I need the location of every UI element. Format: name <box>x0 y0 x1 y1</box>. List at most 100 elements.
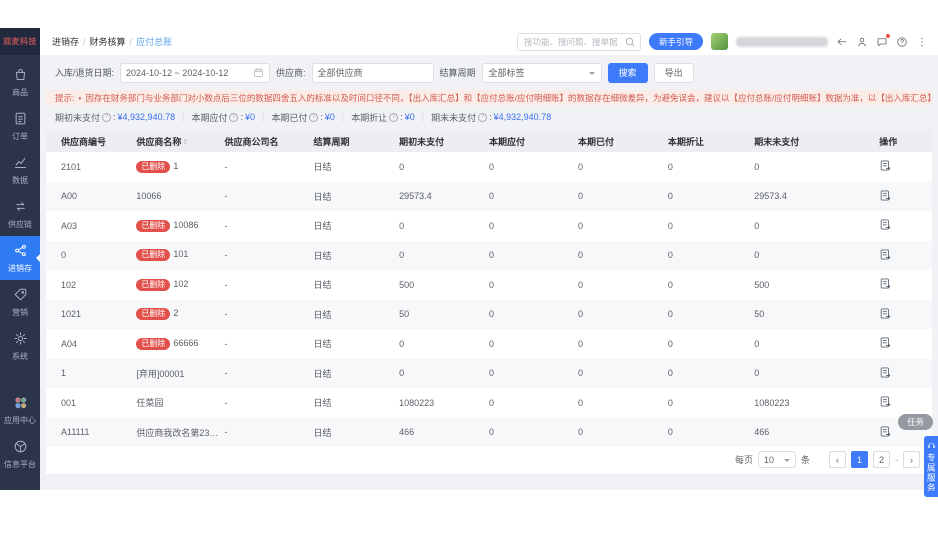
supplier-name: 101 <box>173 249 189 260</box>
sidebar-item-应用中心[interactable]: 应用中心 <box>0 388 40 432</box>
table-cell: 102 <box>61 279 77 290</box>
notification-badge <box>885 32 891 39</box>
next-page-button[interactable]: › <box>903 451 920 468</box>
page-button[interactable]: 1 <box>851 451 868 468</box>
cycle-label: 结算周期 <box>439 68 476 78</box>
column-header[interactable]: 供应商名称 <box>136 135 224 148</box>
supplier-input[interactable] <box>311 62 434 83</box>
column-header: 结算周期 <box>313 136 350 147</box>
table-cell: 日结 <box>313 280 332 291</box>
chevron-down-icon <box>588 71 595 78</box>
detail-icon[interactable] <box>879 248 892 261</box>
detail-icon[interactable] <box>879 218 892 231</box>
cycle-select[interactable]: 全部标签 <box>481 62 602 83</box>
sidebar-item-数据[interactable]: 数据 <box>0 148 40 192</box>
prev-page-button[interactable]: ‹ <box>829 451 846 468</box>
help-icon[interactable] <box>896 36 908 48</box>
operation-cell <box>879 277 917 292</box>
bag-icon <box>13 67 28 84</box>
breadcrumb-item[interactable]: 财务核算 <box>89 37 126 47</box>
per-page-unit: 条 <box>800 455 810 465</box>
detail-icon[interactable] <box>879 425 892 438</box>
table-row: 2101 已删除 1- 日结 0 0 0 0 0 <box>46 152 932 182</box>
info-icon[interactable]: ? <box>229 112 239 122</box>
sidebar-item-商品[interactable]: 商品 <box>0 60 40 104</box>
task-float-button[interactable]: 任务 <box>897 414 933 430</box>
per-page-select[interactable]: 10 <box>757 451 796 468</box>
export-button[interactable]: 导出 <box>653 62 694 83</box>
table-row: 1 [弃用]00001 - 日结 0 0 0 0 0 <box>46 358 932 388</box>
table-cell: - <box>224 279 228 290</box>
message-icon[interactable] <box>876 32 891 48</box>
global-search-input[interactable] <box>523 36 624 47</box>
sidebar-item-信息平台[interactable]: 信息平台 <box>0 432 40 476</box>
breadcrumb-item: 应付总账 <box>136 37 173 47</box>
service-float-tab[interactable]: 专属服务 <box>924 436 938 497</box>
sort-icon[interactable] <box>183 137 188 146</box>
detail-icon[interactable] <box>879 277 892 290</box>
search-icon[interactable] <box>624 36 636 48</box>
page-button[interactable]: 2 <box>873 451 890 468</box>
table-cell: 0 <box>754 161 760 172</box>
summary-colon: : <box>113 112 116 122</box>
avatar[interactable] <box>711 33 728 50</box>
table-cell: 0 <box>488 161 494 172</box>
supplier-name: 10086 <box>173 219 199 230</box>
sidebar-item-订单[interactable]: 订单 <box>0 104 40 148</box>
breadcrumb-separator: / <box>129 36 133 47</box>
table-cell: 001 <box>61 397 77 408</box>
table-cell: - <box>224 338 228 349</box>
breadcrumb-item[interactable]: 进销存 <box>52 37 80 47</box>
switch-account-icon[interactable] <box>836 36 848 48</box>
summary-label: 期初未支付 <box>55 112 101 123</box>
column-header: 期初未支付 <box>399 136 445 147</box>
sidebar-item-系统[interactable]: 系统 <box>0 324 40 368</box>
table-cell: 0 <box>488 368 494 379</box>
table-cell: 0 <box>577 397 583 408</box>
detail-icon[interactable] <box>879 307 892 320</box>
detail-icon[interactable] <box>879 159 892 172</box>
supplier-value[interactable] <box>317 67 428 78</box>
sidebar-footer: 应用中心 信息平台 <box>0 388 40 476</box>
table-cell: 29573.4 <box>754 191 787 202</box>
summary-colon: : <box>240 112 243 122</box>
guide-button[interactable]: 新手引导 <box>648 33 703 50</box>
info-icon[interactable]: ? <box>389 112 399 122</box>
supplier-name-cell: 已删除 101 <box>136 249 224 262</box>
supplier-name: 任菜园 <box>136 398 164 409</box>
summary-separator: | <box>341 112 345 122</box>
detail-icon[interactable] <box>879 189 892 202</box>
summary-label: 本期已付 <box>271 112 308 123</box>
table-cell: 0 <box>754 220 760 231</box>
table-cell: 0 <box>488 279 494 290</box>
detail-icon[interactable] <box>879 336 892 349</box>
supplier-name-cell: 已删除 1 <box>136 160 224 173</box>
column-header: 本期折让 <box>667 136 704 147</box>
sidebar-item-营销[interactable]: 营销 <box>0 280 40 324</box>
sidebar-item-进销存[interactable]: 进销存 <box>0 236 40 280</box>
date-range-value[interactable] <box>126 67 251 78</box>
detail-icon[interactable] <box>879 366 892 379</box>
global-search[interactable] <box>516 32 641 51</box>
sidebar-item-供应链[interactable]: 供应链 <box>0 192 40 236</box>
info-icon[interactable]: ? <box>102 112 112 122</box>
table-body: 2101 已删除 1- 日结 0 0 0 0 0 A00 10066- 日结 29573.4 0 0 0 295… <box>46 152 932 447</box>
deleted-badge: 已删除 <box>136 337 171 350</box>
table-cell: 0 <box>399 338 405 349</box>
order-icon <box>13 111 28 128</box>
customer-service-icon[interactable] <box>856 36 868 48</box>
detail-icon[interactable] <box>879 395 892 408</box>
table-cell: 0 <box>577 161 583 172</box>
table-cell: 0 <box>399 161 405 172</box>
summary-value: ¥4,932,940.78 <box>493 112 552 122</box>
table-cell: 0 <box>399 368 405 379</box>
supplier-name-cell: 已删除 102 <box>136 278 224 291</box>
more-icon[interactable] <box>916 36 928 48</box>
sidebar-item-label: 商品 <box>12 87 28 97</box>
table-cell: 50 <box>754 309 765 320</box>
search-button[interactable]: 搜索 <box>607 62 648 83</box>
info-icon[interactable]: ? <box>478 112 488 122</box>
date-range-input[interactable] <box>120 62 271 83</box>
table-cell: 0 <box>577 309 583 320</box>
info-icon[interactable]: ? <box>309 112 319 122</box>
